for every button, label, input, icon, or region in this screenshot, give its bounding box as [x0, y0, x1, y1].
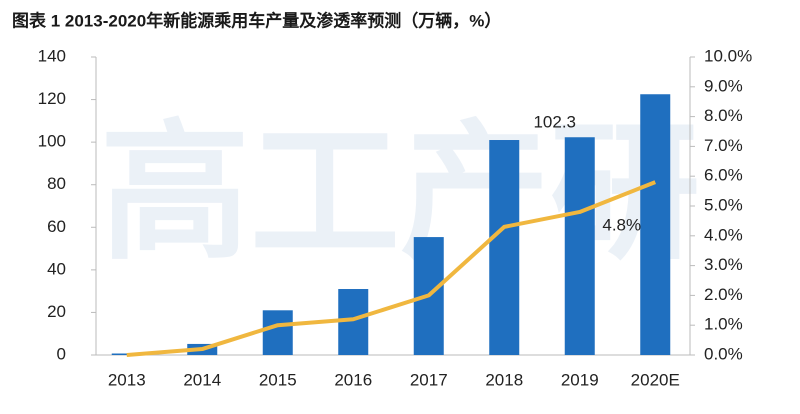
y2-tick-label: 1.0% — [704, 315, 743, 334]
bar — [489, 140, 520, 355]
x-tick-label: 2014 — [183, 370, 221, 389]
data-label: 4.8% — [602, 215, 641, 234]
y2-tick-label: 3.0% — [704, 255, 743, 274]
line — [126, 180, 656, 357]
y2-tick-label: 0.0% — [704, 344, 743, 363]
data-label: 102.3 — [533, 113, 576, 132]
bar — [640, 94, 671, 355]
y2-tick-label: 9.0% — [704, 76, 743, 95]
y-tick-label: 80 — [47, 174, 66, 193]
y2-tick-label: 2.0% — [704, 285, 743, 304]
x-tick-label: 2016 — [334, 370, 372, 389]
y2-tick-label: 8.0% — [704, 106, 743, 125]
x-tick-label: 2020E — [631, 370, 680, 389]
bar — [262, 310, 293, 355]
x-tick-label: 2015 — [259, 370, 297, 389]
y-tick-label: 40 — [47, 259, 66, 278]
y-tick-label: 20 — [47, 302, 66, 321]
x-tick-label: 2019 — [561, 370, 599, 389]
x-tick-label: 2017 — [410, 370, 448, 389]
watermark: 高工产研 — [100, 109, 700, 277]
x-tick-label: 2018 — [485, 370, 523, 389]
y-tick-label: 60 — [47, 217, 66, 236]
y-tick-label: 100 — [38, 132, 66, 151]
y2-tick-label: 5.0% — [704, 195, 743, 214]
y2-tick-label: 6.0% — [704, 166, 743, 185]
y2-tick-label: 4.0% — [704, 225, 743, 244]
y-tick-label: 0 — [57, 344, 66, 363]
y-tick-label: 140 — [38, 46, 66, 65]
chart-title: 图表 1 2013-2020年新能源乘用车产量及渗透率预测（万辆，%） — [12, 10, 501, 30]
bar — [564, 137, 595, 355]
y2-tick-label: 10.0% — [704, 46, 752, 65]
x-tick-label: 2013 — [108, 370, 146, 389]
y2-tick-label: 7.0% — [704, 136, 743, 155]
y-tick-label: 120 — [38, 89, 66, 108]
